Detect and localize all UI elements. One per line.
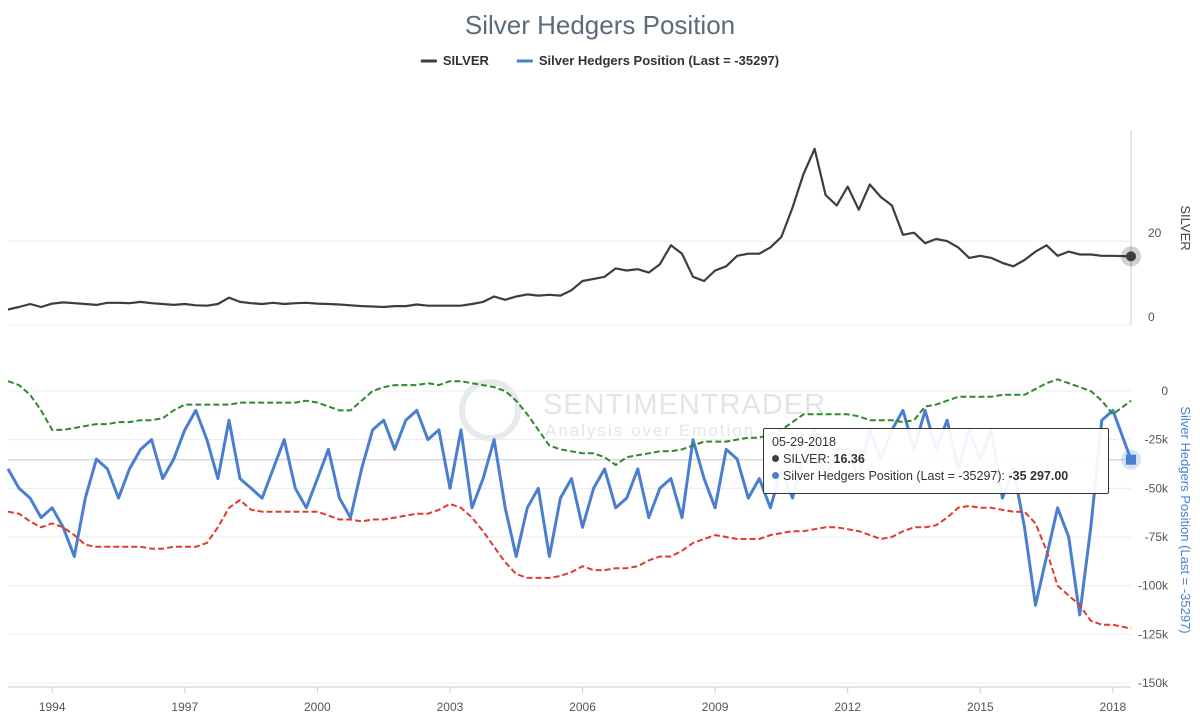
- y-axis-title: SILVER: [1178, 205, 1193, 250]
- marker: [1126, 251, 1136, 262]
- series-line: [7, 147, 1132, 311]
- tooltip-row: Silver Hedgers Position (Last = -35297)-…: [772, 469, 1100, 483]
- tooltip-value: 16.36: [833, 452, 865, 466]
- tooltip-row: SILVER16.36: [772, 452, 1100, 466]
- x-tick-label: 2003: [437, 700, 464, 714]
- legend-label: SILVER: [443, 53, 490, 68]
- y2-tick-label: 0: [1161, 384, 1168, 398]
- x-tick-label: 2015: [967, 700, 994, 714]
- x-tick-label: 2009: [702, 700, 729, 714]
- chart-title: Silver Hedgers Position: [465, 10, 735, 40]
- legend-label: Silver Hedgers Position (Last = -35297): [539, 53, 779, 68]
- watermark-tagline: Analysis over Emotion: [545, 421, 755, 440]
- x-tick-label: 2000: [304, 700, 331, 714]
- y2-tick-label: -125k: [1138, 627, 1169, 641]
- tooltip-date: 05-29-2018: [772, 435, 836, 449]
- x-tick-label: 2006: [569, 700, 596, 714]
- x-tick-label: 1997: [171, 700, 198, 714]
- y-tick-label: 0: [1148, 310, 1155, 324]
- x-tick-label: 1994: [39, 700, 66, 714]
- y2-tick-label: -75k: [1145, 530, 1169, 544]
- y2-tick-label: -100k: [1138, 579, 1169, 593]
- marker: [1126, 454, 1136, 465]
- y2-tick-label: -150k: [1138, 676, 1169, 690]
- y2-tick-label: -25k: [1145, 433, 1169, 447]
- watermark: SENTIMENTRADER Analysis over Emotion: [459, 379, 826, 441]
- tooltip-value: -35 297.00: [1008, 469, 1069, 483]
- watermark-brand: SENTIMENTRADER: [543, 389, 826, 421]
- y2-tick-label: -50k: [1145, 481, 1169, 495]
- watermark-icon: [459, 379, 521, 441]
- tooltip-dot: [772, 472, 779, 479]
- tooltip: 05-29-2018 SILVER16.36 Silver Hedgers Po…: [763, 428, 1109, 494]
- x-tick-label: 2018: [1100, 700, 1127, 714]
- tooltip-name: SILVER: [783, 452, 834, 466]
- series-line: [7, 499, 1132, 630]
- series-line: [7, 378, 1132, 466]
- y2-axis-title: Silver Hedgers Position (Last = -35297): [1178, 406, 1193, 633]
- tooltip-dot: [772, 455, 779, 462]
- x-tick-label: 2012: [834, 700, 861, 714]
- legend: SILVER Silver Hedgers Position (Last = -3…: [420, 53, 779, 68]
- tooltip-name: Silver Hedgers Position (Last = -35297): [783, 469, 1008, 483]
- y-tick-label: 20: [1148, 226, 1162, 240]
